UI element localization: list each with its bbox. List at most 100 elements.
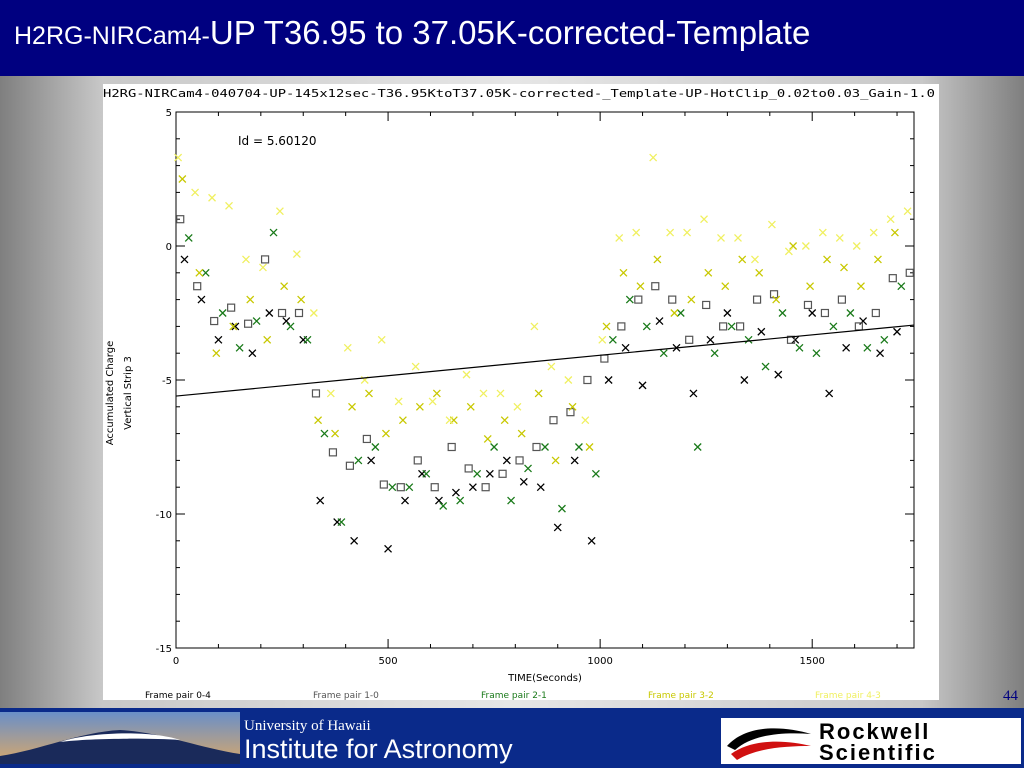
- data-point-square: [854, 322, 863, 331]
- x-tick-label: 1500: [799, 656, 824, 667]
- data-point-x: [197, 295, 206, 304]
- data-point-square: [668, 295, 677, 304]
- series-1: [176, 215, 914, 492]
- data-point-x: [252, 317, 261, 325]
- data-point-square: [210, 316, 219, 326]
- data-point-x: [873, 255, 882, 264]
- data-point-square: [193, 282, 202, 291]
- data-point-x: [689, 389, 698, 398]
- data-point-square: [345, 461, 354, 470]
- data-point-square: [396, 483, 405, 492]
- data-point-x: [297, 295, 306, 304]
- rockwell-scientific-logo: Rockwell Scientific: [721, 718, 1021, 765]
- data-point-x: [615, 234, 624, 242]
- x-axis-label: TIME(Seconds): [507, 673, 582, 684]
- page-number: 44: [1003, 688, 1018, 704]
- legend-item: Frame pair 0-4: [145, 691, 211, 700]
- data-point-square: [583, 375, 592, 385]
- data-point-square: [719, 322, 728, 331]
- data-point-square: [260, 255, 270, 264]
- data-point-square: [413, 456, 422, 465]
- scientific-text: Scientific: [819, 740, 937, 765]
- data-point-x: [473, 469, 482, 478]
- data-point-x: [778, 309, 787, 317]
- data-point-square: [549, 416, 558, 425]
- data-point-x: [411, 362, 420, 371]
- data-point-x: [767, 220, 776, 229]
- data-point-x: [676, 309, 685, 317]
- data-point-x: [456, 496, 465, 505]
- data-point-x: [829, 322, 838, 331]
- data-point-square: [447, 442, 456, 452]
- data-point-square: [736, 322, 745, 331]
- data-point-x: [774, 370, 783, 379]
- data-point-x: [316, 496, 325, 505]
- data-point-x: [649, 153, 658, 162]
- data-point-x: [863, 343, 872, 352]
- data-point-x: [479, 389, 488, 398]
- x-tick-label: 500: [379, 656, 398, 667]
- chart-panel: H2RG-NIRCam4-040704-UP-145x12sec-T36.95K…: [103, 84, 939, 700]
- series-4: [174, 153, 912, 425]
- slide-title: H2RG-NIRCam4-UP T36.95 to 37.05K-correct…: [14, 14, 810, 52]
- data-point-square: [871, 308, 880, 318]
- data-point-x: [536, 483, 545, 492]
- data-point-x: [700, 215, 709, 224]
- data-point-x: [415, 402, 424, 411]
- data-point-x: [757, 327, 766, 336]
- data-point-x: [840, 263, 848, 272]
- data-marks: [174, 153, 914, 553]
- data-point-square: [311, 389, 321, 398]
- chart-title: H2RG-NIRCam4-040704-UP-145x12sec-T36.95K…: [103, 87, 935, 100]
- title-bar: H2RG-NIRCam4-UP T36.95 to 37.05K-correct…: [0, 0, 1024, 76]
- data-point-x: [371, 443, 380, 451]
- data-point-square: [515, 456, 524, 465]
- data-point-x: [286, 322, 295, 331]
- data-point-x: [218, 309, 227, 317]
- data-point-square: [905, 268, 914, 277]
- data-point-x: [513, 402, 522, 411]
- data-point-x: [394, 397, 403, 406]
- data-point-x: [269, 228, 278, 237]
- data-point-x: [801, 242, 810, 250]
- series-2: [184, 228, 906, 526]
- data-point-x: [517, 429, 526, 438]
- data-point-square: [227, 303, 236, 312]
- data-point-x: [568, 402, 577, 411]
- data-point-x: [604, 376, 613, 384]
- data-point-square: [244, 319, 253, 328]
- data-point-x: [744, 335, 753, 344]
- data-point-x: [422, 469, 431, 478]
- data-point-square: [888, 274, 897, 283]
- data-point-x: [388, 483, 397, 492]
- data-point-x: [326, 389, 335, 398]
- data-point-square: [430, 483, 439, 492]
- data-point-x: [466, 402, 475, 411]
- data-point-x: [795, 343, 804, 352]
- data-point-x: [547, 362, 556, 371]
- data-point-x: [553, 523, 562, 532]
- data-point-square: [328, 448, 338, 457]
- data-point-x: [246, 295, 255, 304]
- data-point-x: [558, 504, 566, 513]
- data-point-x: [462, 370, 471, 379]
- data-point-x: [377, 335, 386, 344]
- legend-item: Frame pair 2-1: [481, 691, 547, 700]
- rockwell-swoosh-icon: [727, 728, 811, 760]
- data-point-x: [750, 255, 759, 264]
- y-tick-label: -5: [162, 376, 172, 387]
- data-point-x: [587, 536, 596, 545]
- data-point-x: [174, 153, 183, 162]
- data-point-x: [693, 443, 702, 451]
- data-point-x: [825, 389, 834, 398]
- data-point-x: [541, 443, 549, 451]
- data-point-square: [651, 282, 660, 291]
- data-point-x: [439, 502, 448, 510]
- data-point-square: [294, 308, 304, 318]
- data-point-x: [893, 327, 901, 336]
- data-point-x: [331, 429, 340, 438]
- data-point-x: [343, 343, 352, 352]
- data-point-x: [659, 349, 668, 358]
- data-point-x: [496, 389, 505, 398]
- data-point-x: [195, 268, 204, 277]
